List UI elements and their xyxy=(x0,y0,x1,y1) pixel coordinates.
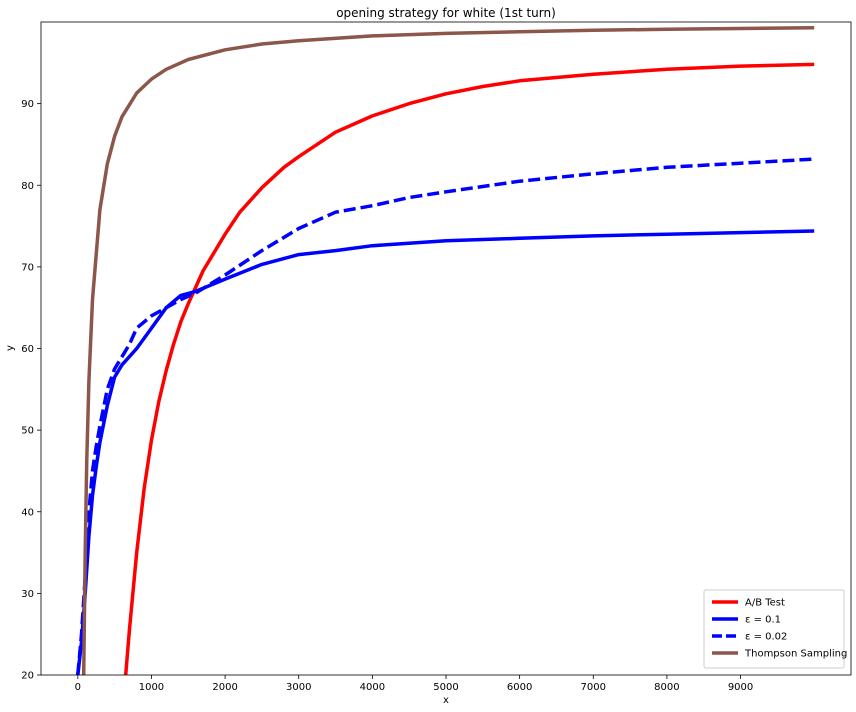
y-tick-label: 50 xyxy=(21,426,34,437)
x-tick-label: 1000 xyxy=(139,682,164,693)
x-tick-label: 3000 xyxy=(286,682,311,693)
y-tick-label: 70 xyxy=(21,262,34,273)
y-axis: 20 30 40 50 60 70 80 90 xyxy=(21,99,41,682)
series-line-2 xyxy=(76,157,815,675)
y-tick-label: 30 xyxy=(21,589,34,600)
y-axis-label: y xyxy=(5,345,16,351)
x-tick-label: 6000 xyxy=(507,682,532,693)
legend-entry-3: Thompson Sampling xyxy=(744,649,847,660)
y-tick-label: 60 xyxy=(21,344,34,355)
x-tick-label: 0 xyxy=(75,682,81,693)
x-tick-label: 8000 xyxy=(654,682,679,693)
x-axis: 0 1000 2000 3000 4000 5000 6000 7000 8000 9000 xyxy=(75,675,753,693)
legend-box xyxy=(703,589,845,669)
x-tick-label: 2000 xyxy=(212,682,237,693)
legend-entry-2: ε = 0.02 xyxy=(745,632,787,643)
series-line-3 xyxy=(81,25,815,675)
chart-title: opening strategy for white (1st turn) xyxy=(336,6,556,20)
series-line-0 xyxy=(123,62,815,675)
legend-entry-1: ε = 0.1 xyxy=(745,615,781,626)
x-tick-label: 9000 xyxy=(728,682,753,693)
y-tick-label: 80 xyxy=(21,181,34,192)
y-tick-label: 90 xyxy=(21,99,34,110)
y-tick-label: 40 xyxy=(21,507,34,518)
series-layer xyxy=(76,25,815,675)
x-tick-label: 5000 xyxy=(433,682,458,693)
y-tick-label: 20 xyxy=(21,671,34,682)
legend-entry-0: A/B Test xyxy=(745,598,785,609)
x-tick-label: 7000 xyxy=(581,682,606,693)
x-tick-label: 4000 xyxy=(360,682,385,693)
x-axis-label: x xyxy=(443,695,449,706)
legend: A/B Test ε = 0.1 ε = 0.02 Thompson Sampling xyxy=(703,589,847,669)
